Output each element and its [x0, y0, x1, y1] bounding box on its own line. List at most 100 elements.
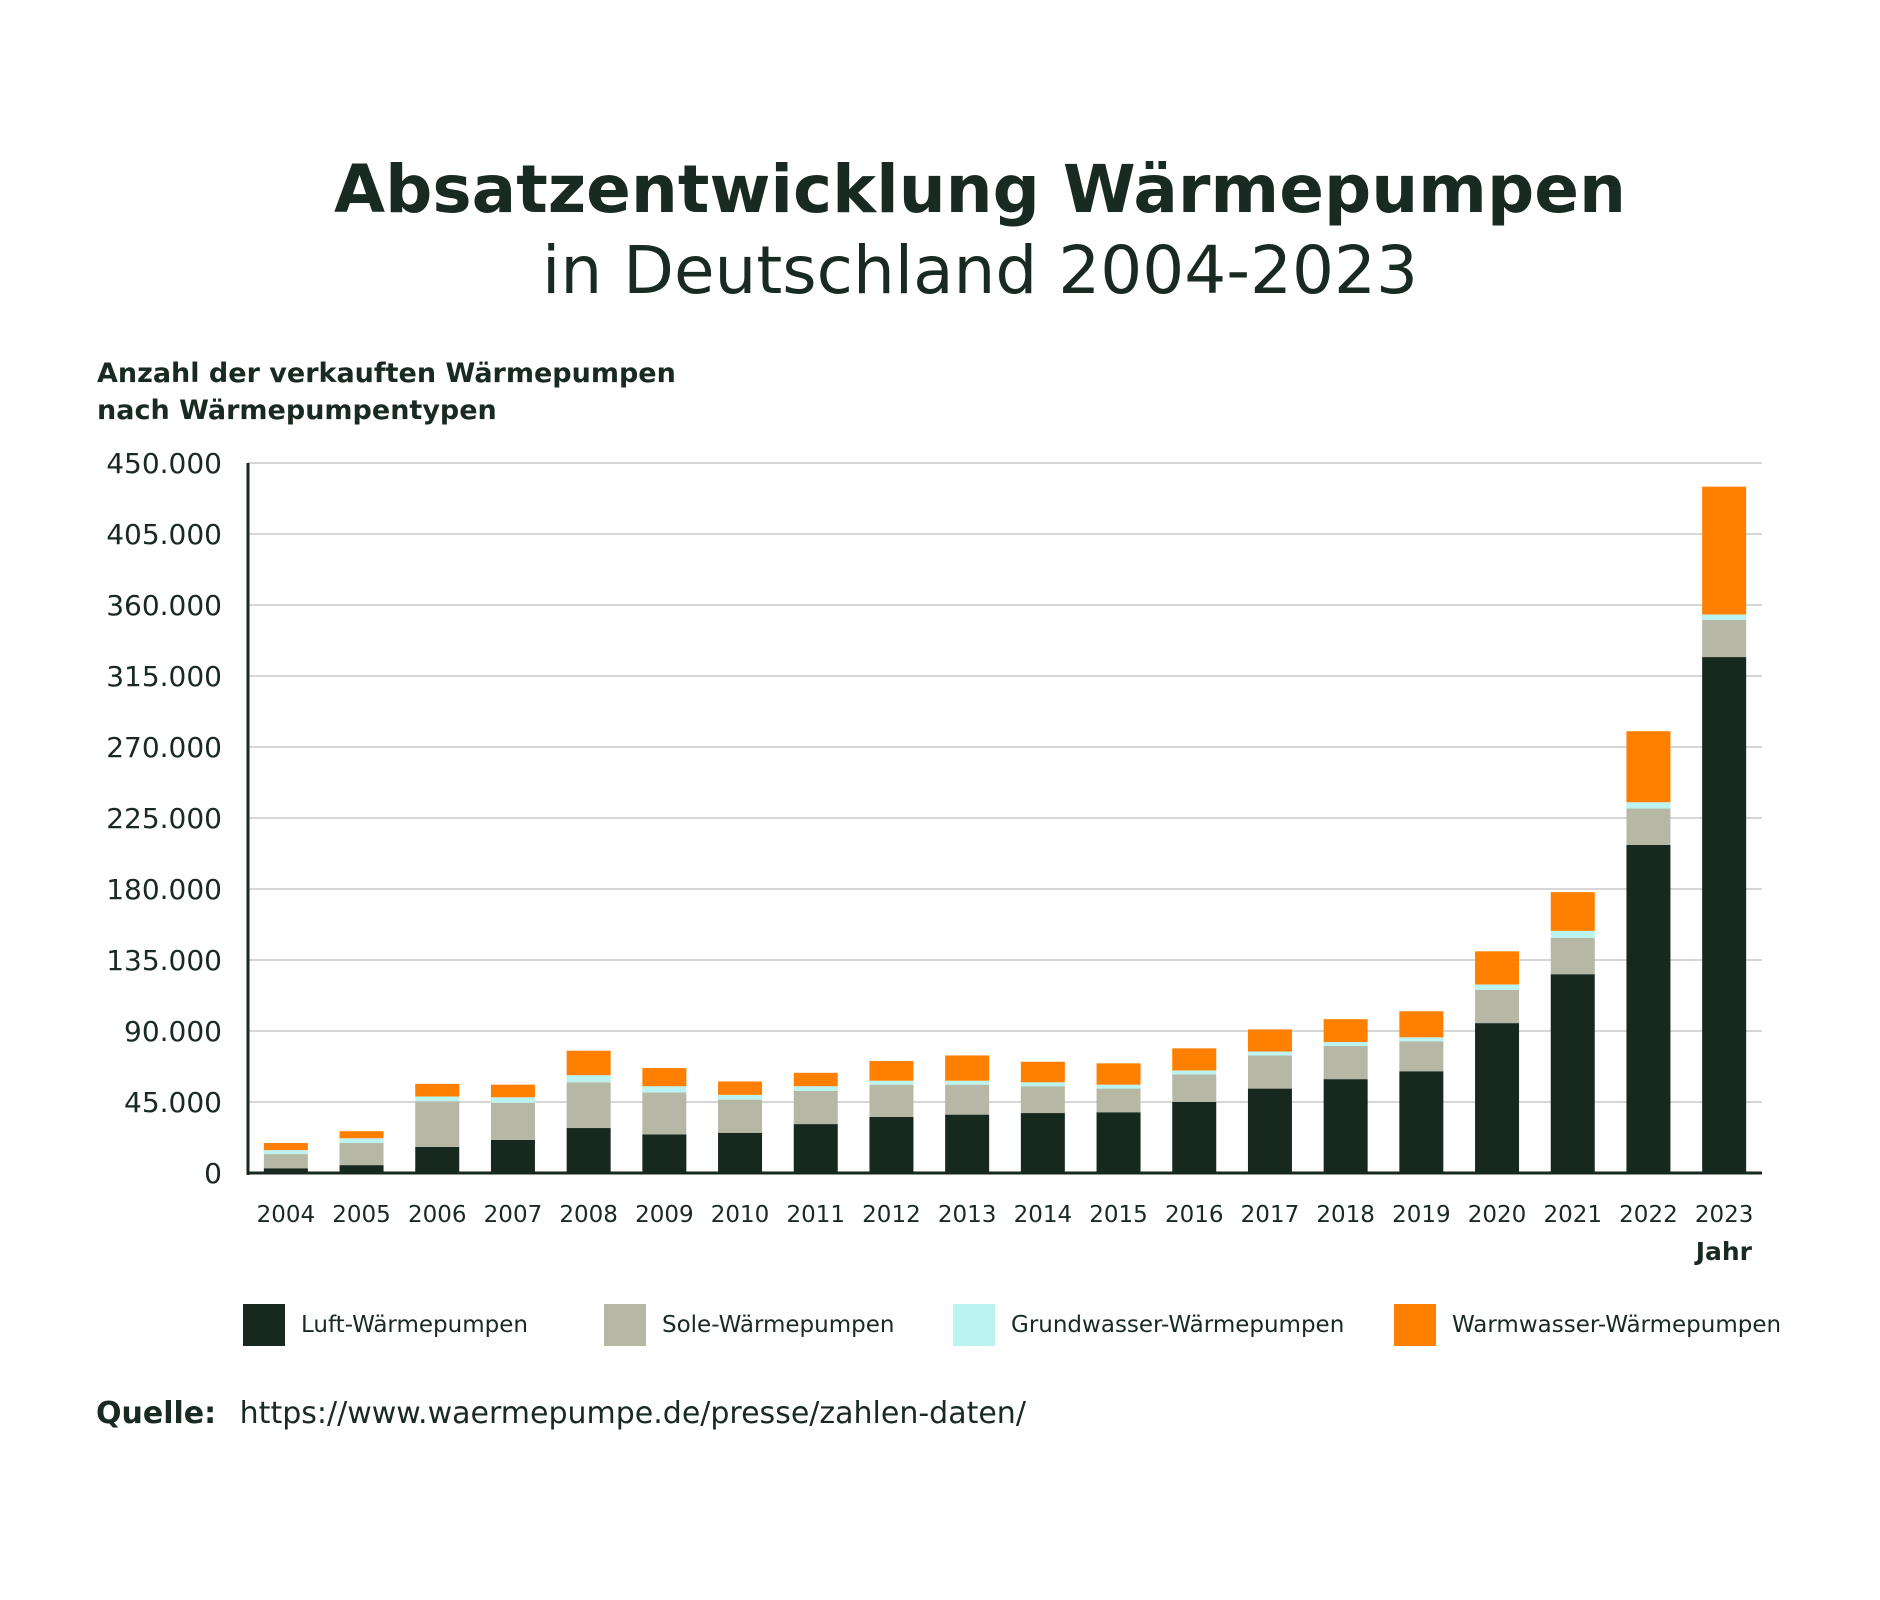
bar-segment: [339, 1138, 384, 1144]
bar-segment: [642, 1092, 687, 1135]
x-tick-label: 2006: [408, 1202, 467, 1228]
y-tick-label: 90.000: [124, 1015, 222, 1048]
bar-segment: [263, 1168, 308, 1173]
y-tick-label: 405.000: [106, 518, 222, 551]
bar-segment: [945, 1055, 990, 1081]
bar-segment: [263, 1150, 308, 1155]
bar-segment: [490, 1084, 535, 1098]
y-tick-label: 0: [204, 1157, 222, 1190]
x-tick-label: 2018: [1316, 1202, 1375, 1228]
legend-item-sole: Sole-Wärmepumpen: [604, 1303, 894, 1347]
bar-segment: [793, 1090, 838, 1125]
bar-segment: [1475, 1023, 1520, 1173]
bar-segment: [869, 1060, 914, 1081]
legend-swatch-warmwasser: [1394, 1304, 1436, 1346]
y-tick-label: 315.000: [106, 660, 222, 693]
legend-label-sole: Sole-Wärmepumpen: [662, 1312, 895, 1338]
bar-segment: [1550, 974, 1595, 1173]
x-tick-label: 2010: [711, 1202, 770, 1228]
bar-segment: [1626, 802, 1671, 809]
y-tick-label: 180.000: [106, 873, 222, 906]
y-axis-label-line-1: Anzahl der verkauften Wärmepumpen: [97, 358, 676, 389]
x-tick-label: 2008: [559, 1202, 618, 1228]
legend-item-luft: Luft-Wärmepumpen: [243, 1303, 528, 1347]
bar-segment: [263, 1154, 308, 1169]
y-tick-label: 450.000: [106, 447, 222, 480]
bar-segment: [1020, 1086, 1065, 1114]
legend: Luft-Wärmepumpen Sole-Wärmepumpen Grundw…: [0, 1303, 1880, 1347]
bar-segment: [263, 1143, 308, 1151]
bar-segment: [1475, 989, 1520, 1024]
y-axis-label: Anzahl der verkauften Wärmepumpen nach W…: [97, 355, 676, 429]
y-tick-label: 270.000: [106, 731, 222, 764]
source-link[interactable]: https://www.waermepumpe.de/presse/zahlen…: [239, 1396, 1026, 1431]
x-tick-label: 2019: [1392, 1202, 1451, 1228]
bar-segment: [1399, 1011, 1444, 1038]
bar-segment: [945, 1114, 990, 1173]
bar-segment: [1702, 657, 1747, 1173]
bar-segment: [869, 1116, 914, 1173]
bar-segment: [566, 1128, 611, 1173]
bars: [263, 486, 1747, 1173]
bar-segment: [718, 1081, 763, 1095]
bar-segment: [793, 1086, 838, 1091]
source-line: Quelle: https://www.waermepumpe.de/press…: [96, 1396, 1026, 1431]
bar-segment: [793, 1124, 838, 1173]
bar-segment: [1323, 1079, 1368, 1173]
bar-segment: [869, 1084, 914, 1117]
bar-segment: [718, 1099, 763, 1133]
bar-segment: [415, 1083, 460, 1097]
x-tick-label: 2012: [862, 1202, 921, 1228]
bar-segment: [1020, 1082, 1065, 1087]
bar-segment: [1702, 614, 1747, 620]
bar-segment: [566, 1082, 611, 1129]
legend-item-grundwasser: Grundwasser-Wärmepumpen: [953, 1303, 1344, 1347]
bar-segment: [718, 1132, 763, 1173]
bar-segment: [1247, 1051, 1292, 1056]
bar-segment: [1323, 1019, 1368, 1043]
y-tick-labels: 0 45.000 90.000 135.000 180.000 225.000 270.00…: [106, 447, 222, 1190]
bar-segment: [642, 1068, 687, 1087]
legend-swatch-luft: [243, 1304, 285, 1346]
legend-label-luft: Luft-Wärmepumpen: [301, 1312, 528, 1338]
title-block: Absatzentwicklung Wärmepumpen in Deutsch…: [0, 150, 1880, 312]
bar-segment: [1550, 892, 1595, 931]
bar-segment: [1020, 1113, 1065, 1173]
gridlines: [248, 462, 1762, 1103]
bar-segment: [1247, 1055, 1292, 1089]
bar-segment: [945, 1080, 990, 1085]
stacked-bar-chart: 0 45.000 90.000 135.000 180.000 225.000 270.00…: [106, 447, 1762, 1266]
axes: [246, 463, 1762, 1175]
bar-segment: [869, 1080, 914, 1085]
bar-segment: [642, 1134, 687, 1173]
bar-segment: [1247, 1088, 1292, 1173]
y-axis-label-line-2: nach Wärmepumpentypen: [97, 395, 497, 426]
y-tick-label: 135.000: [106, 944, 222, 977]
bar-segment: [339, 1131, 384, 1139]
bar-segment: [1172, 1102, 1217, 1173]
bar-segment: [490, 1102, 535, 1140]
bar-segment: [1323, 1042, 1368, 1046]
chart-subtitle: in Deutschland 2004-2023: [541, 232, 1418, 309]
bar-segment: [566, 1050, 611, 1076]
x-tick-label: 2014: [1014, 1202, 1073, 1228]
bar-segment: [1475, 984, 1520, 990]
bar-segment: [1550, 937, 1595, 975]
x-tick-label: 2022: [1619, 1202, 1678, 1228]
bar-segment: [415, 1096, 460, 1102]
chart-title: Absatzentwicklung Wärmepumpen: [334, 151, 1626, 228]
x-tick-label: 2017: [1241, 1202, 1300, 1228]
bar-segment: [1096, 1088, 1141, 1113]
x-tick-label: 2021: [1543, 1202, 1602, 1228]
y-tick-label: 225.000: [106, 802, 222, 835]
legend-swatch-grundwasser: [953, 1304, 995, 1346]
bar-segment: [1550, 930, 1595, 938]
bar-segment: [415, 1101, 460, 1147]
bar-segment: [566, 1075, 611, 1083]
legend-item-warmwasser: Warmwasser-Wärmepumpen: [1394, 1303, 1781, 1347]
bar-segment: [339, 1165, 384, 1173]
bar-segment: [1172, 1070, 1217, 1075]
bar-segment: [1172, 1074, 1217, 1102]
legend-swatch-sole: [604, 1304, 646, 1346]
bar-segment: [1399, 1037, 1444, 1042]
